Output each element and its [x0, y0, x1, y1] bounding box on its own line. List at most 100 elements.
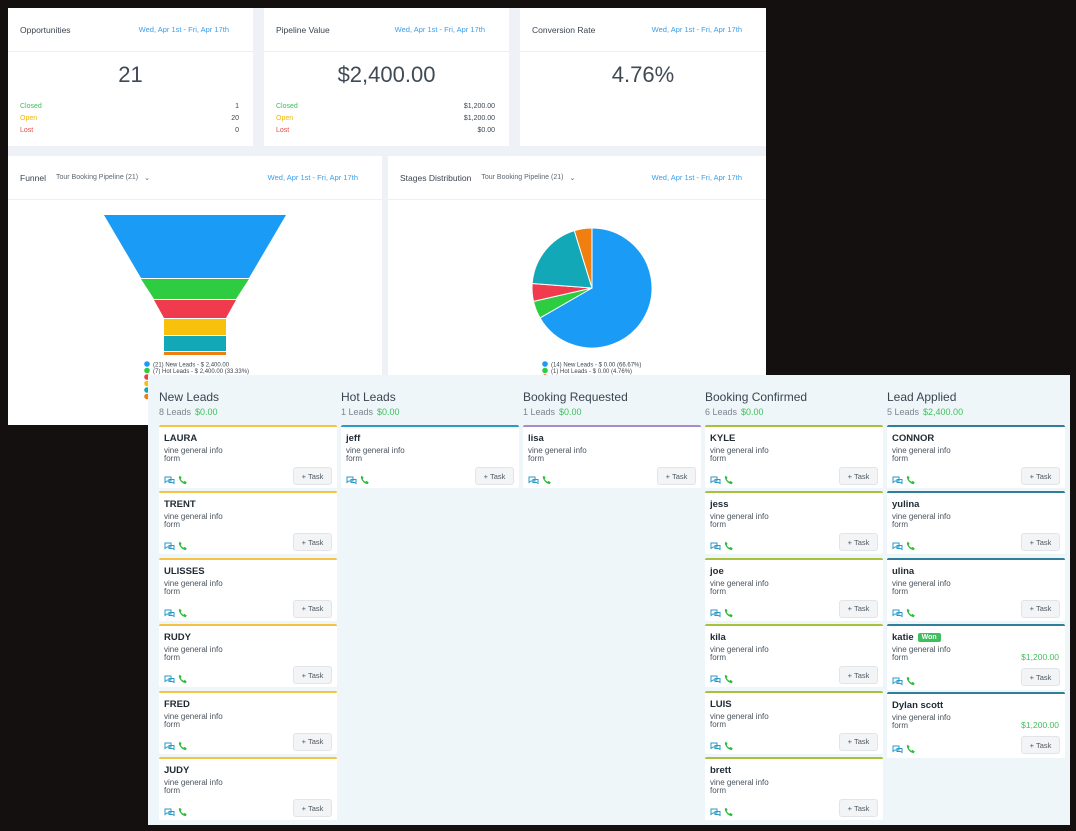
add-task-button[interactable]: + Task — [1021, 736, 1060, 755]
lead-name[interactable]: RUDY — [164, 632, 191, 644]
lead-card[interactable]: jeff vine general info form + Task — [341, 425, 519, 488]
date-range[interactable]: Wed, Apr 1st - Fri, Apr 17th — [651, 25, 742, 34]
chat-icon[interactable] — [346, 472, 357, 490]
phone-icon[interactable] — [178, 738, 188, 756]
pipeline-select[interactable]: Tour Booking Pipeline (21) ⌄ — [481, 174, 576, 182]
pipeline-select[interactable]: Tour Booking Pipeline (21) ⌄ — [56, 174, 150, 182]
lead-card[interactable]: LAURA vine general info form + Task — [159, 425, 337, 488]
lead-card[interactable]: joe vine general info form + Task — [705, 557, 883, 623]
chat-icon[interactable] — [892, 673, 903, 691]
phone-icon[interactable] — [178, 538, 188, 556]
phone-icon[interactable] — [360, 472, 370, 490]
lead-name[interactable]: jeff — [346, 433, 361, 444]
phone-icon[interactable] — [724, 671, 734, 689]
lead-name[interactable]: jess — [710, 499, 729, 511]
phone-icon[interactable] — [178, 605, 188, 623]
lead-name[interactable]: kila — [710, 632, 726, 644]
add-task-button[interactable]: + Task — [293, 732, 332, 751]
date-range[interactable]: Wed, Apr 1st - Fri, Apr 17th — [138, 25, 229, 34]
add-task-button[interactable]: + Task — [1021, 533, 1060, 552]
lead-card[interactable]: KYLE vine general info form + Task — [705, 425, 883, 488]
chat-icon[interactable] — [164, 538, 175, 556]
add-task-button[interactable]: + Task — [839, 467, 878, 485]
lead-name[interactable]: JUDY — [164, 765, 190, 776]
chat-icon[interactable] — [164, 671, 175, 689]
lead-name[interactable]: ULISSES — [164, 565, 205, 577]
lead-name[interactable]: Dylan scott — [892, 700, 944, 712]
lead-card[interactable]: FRED vine general info form + Task — [159, 690, 337, 756]
lead-card[interactable]: ULISSES vine general info form + Task — [159, 557, 337, 623]
chat-icon[interactable] — [892, 741, 903, 759]
date-range[interactable]: Wed, Apr 1st - Fri, Apr 17th — [651, 173, 742, 182]
add-task-button[interactable]: + Task — [293, 799, 332, 817]
lead-card[interactable]: CONNOR vine general info form + Task — [887, 425, 1065, 488]
date-range[interactable]: Wed, Apr 1st - Fri, Apr 17th — [394, 25, 485, 34]
lead-card[interactable]: JUDY vine general info form + Task — [159, 757, 337, 820]
lead-card[interactable]: katie Won vine general info form $1,200.00… — [887, 624, 1065, 691]
add-task-button[interactable]: + Task — [839, 732, 878, 751]
chat-icon[interactable] — [710, 804, 721, 822]
chat-icon[interactable] — [710, 671, 721, 689]
chat-icon[interactable] — [892, 472, 903, 490]
lead-name[interactable]: KYLE — [710, 433, 736, 444]
chat-icon[interactable] — [164, 804, 175, 822]
chat-icon[interactable] — [710, 605, 721, 623]
chat-icon[interactable] — [164, 472, 175, 490]
chat-icon[interactable] — [710, 738, 721, 756]
chat-icon[interactable] — [892, 605, 903, 623]
phone-icon[interactable] — [724, 738, 734, 756]
phone-icon[interactable] — [724, 605, 734, 623]
chat-icon[interactable] — [892, 538, 903, 556]
lead-name[interactable]: joe — [710, 565, 724, 577]
phone-icon[interactable] — [906, 741, 916, 759]
lead-name[interactable]: yulina — [892, 499, 920, 511]
add-task-button[interactable]: + Task — [657, 467, 696, 485]
lead-card[interactable]: Dylan scott vine general info form $1,200… — [887, 692, 1065, 759]
date-range[interactable]: Wed, Apr 1st - Fri, Apr 17th — [267, 173, 358, 182]
add-task-button[interactable]: + Task — [839, 533, 878, 552]
add-task-button[interactable]: + Task — [1021, 668, 1060, 687]
add-task-button[interactable]: + Task — [839, 799, 878, 817]
add-task-button[interactable]: + Task — [839, 666, 878, 685]
phone-icon[interactable] — [542, 472, 552, 490]
phone-icon[interactable] — [724, 538, 734, 556]
lead-card[interactable]: kila vine general info form + Task — [705, 624, 883, 689]
lead-name[interactable]: lisa — [528, 433, 544, 444]
lead-name[interactable]: TRENT — [164, 499, 196, 511]
lead-name[interactable]: LAURA — [164, 433, 198, 444]
chat-icon[interactable] — [164, 605, 175, 623]
lead-name[interactable]: brett — [710, 765, 732, 776]
phone-icon[interactable] — [906, 538, 916, 556]
add-task-button[interactable]: + Task — [293, 533, 332, 552]
add-task-button[interactable]: + Task — [1021, 599, 1060, 618]
phone-icon[interactable] — [178, 472, 188, 490]
phone-icon[interactable] — [178, 804, 188, 822]
lead-card[interactable]: RUDY vine general info form + Task — [159, 624, 337, 689]
add-task-button[interactable]: + Task — [293, 666, 332, 685]
lead-name[interactable]: CONNOR — [892, 433, 935, 444]
phone-icon[interactable] — [906, 673, 916, 691]
lead-card[interactable]: ulina vine general info form + Task — [887, 557, 1065, 623]
phone-icon[interactable] — [906, 605, 916, 623]
phone-icon[interactable] — [906, 472, 916, 490]
lead-name[interactable]: LUIS — [710, 698, 732, 710]
chat-icon[interactable] — [528, 472, 539, 490]
add-task-button[interactable]: + Task — [1021, 467, 1060, 485]
lead-name[interactable]: FRED — [164, 698, 190, 710]
add-task-button[interactable]: + Task — [839, 599, 878, 618]
lead-card[interactable]: yulina vine general info form + Task — [887, 491, 1065, 556]
add-task-button[interactable]: + Task — [293, 599, 332, 618]
phone-icon[interactable] — [724, 804, 734, 822]
lead-card[interactable]: brett vine general info form + Task — [705, 757, 883, 820]
lead-name[interactable]: ulina — [892, 565, 915, 577]
phone-icon[interactable] — [724, 472, 734, 490]
add-task-button[interactable]: + Task — [475, 467, 514, 485]
chat-icon[interactable] — [710, 472, 721, 490]
lead-card[interactable]: lisa vine general info form + Task — [523, 425, 701, 488]
lead-name[interactable]: katie Won — [892, 632, 941, 643]
lead-card[interactable]: TRENT vine general info form + Task — [159, 491, 337, 556]
chat-icon[interactable] — [164, 738, 175, 756]
lead-card[interactable]: jess vine general info form + Task — [705, 491, 883, 556]
chat-icon[interactable] — [710, 538, 721, 556]
lead-card[interactable]: LUIS vine general info form + Task — [705, 690, 883, 756]
